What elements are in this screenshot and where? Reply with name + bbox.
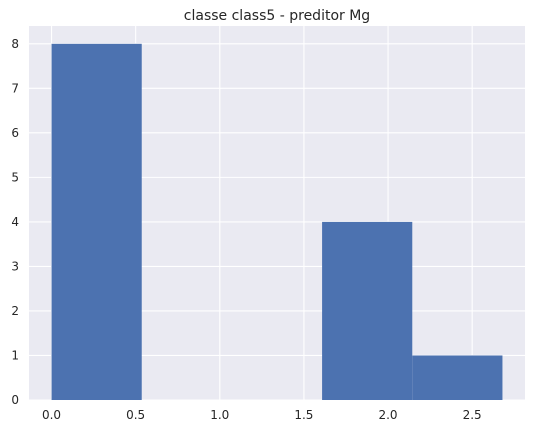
y-tick-label: 6 <box>11 126 19 140</box>
x-tick-label: 0.5 <box>126 408 145 422</box>
y-tick-label: 8 <box>11 37 19 51</box>
y-tick-label: 1 <box>11 348 19 362</box>
y-tick-label: 4 <box>11 215 19 229</box>
y-tick-label: 0 <box>11 393 19 407</box>
histogram-bar <box>322 221 413 400</box>
y-tick-label: 2 <box>11 304 19 318</box>
x-tick-label: 1.5 <box>294 408 313 422</box>
x-tick-label: 2.0 <box>378 408 397 422</box>
x-tick-label: 1.0 <box>210 408 229 422</box>
y-tick-label: 5 <box>11 170 19 184</box>
x-tick-label: 2.5 <box>463 408 482 422</box>
x-tick-label: 0.0 <box>42 408 61 422</box>
histogram-bar <box>412 355 503 400</box>
chart-title: classe class5 - preditor Mg <box>184 8 370 24</box>
x-tick-labels: 0.0 0.5 1.0 1.5 2.0 2.5 <box>42 408 482 422</box>
y-tick-label: 3 <box>11 259 19 273</box>
y-tick-label: 7 <box>11 81 19 95</box>
histogram-bars <box>51 43 503 401</box>
y-tick-labels: 0 1 2 3 4 5 6 7 8 <box>11 37 19 407</box>
histogram-bar <box>51 43 142 401</box>
